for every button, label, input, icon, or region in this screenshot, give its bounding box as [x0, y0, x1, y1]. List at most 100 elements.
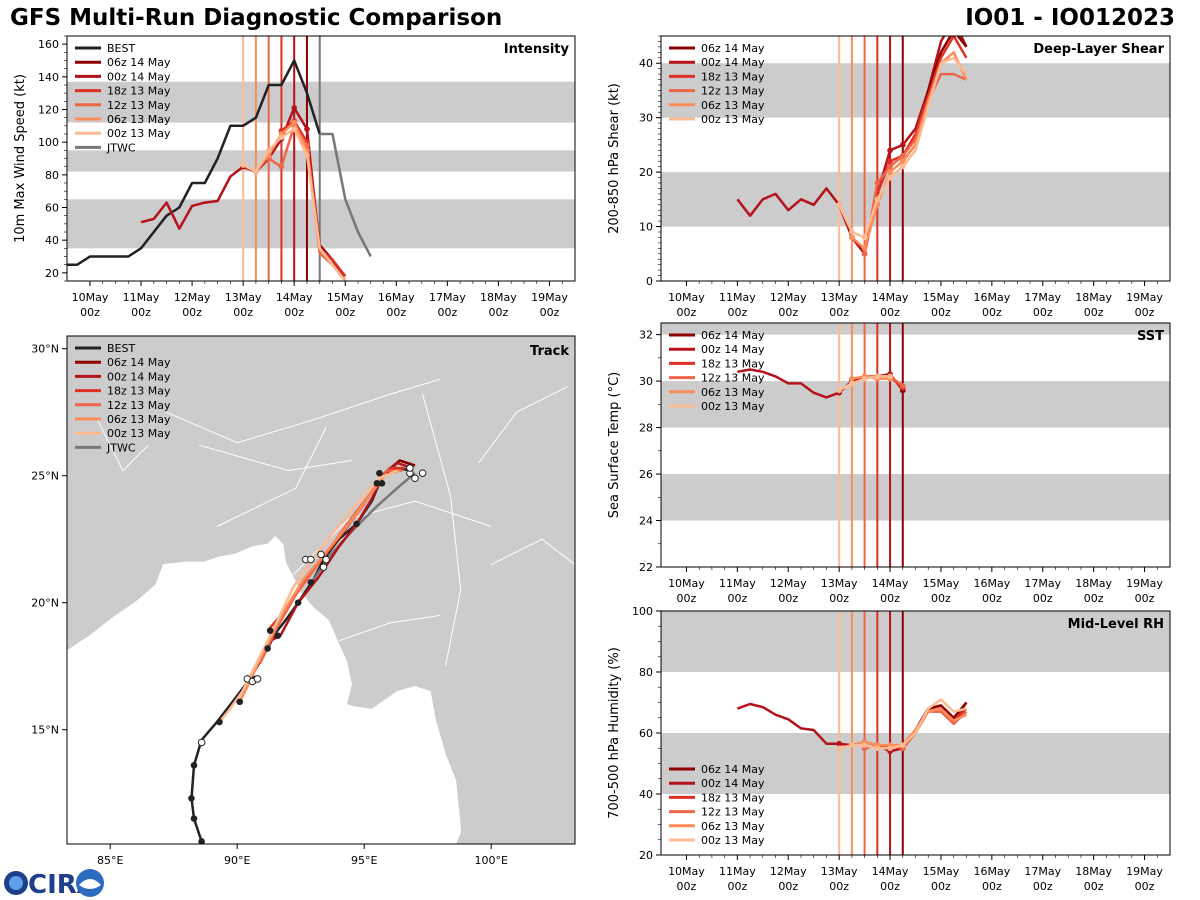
data-point	[874, 745, 881, 752]
legend-label: 18z 13 May	[107, 385, 171, 398]
track-point-open	[411, 474, 419, 483]
panel-title: Deep-Layer Shear	[1033, 42, 1164, 57]
storm-id: IO01 - IO012023	[965, 5, 1175, 31]
track-point-open	[322, 555, 330, 564]
y-tick-label: 20	[45, 267, 59, 280]
x-tick-label: 00z	[1135, 880, 1155, 893]
track-point-open	[418, 469, 427, 477]
legend-label: 00z 13 May	[107, 127, 171, 140]
series-group	[737, 368, 906, 399]
legend-label: 18z 13 May	[701, 791, 765, 804]
x-tick-label: 00z	[778, 592, 798, 605]
track-point-filled	[188, 794, 195, 802]
y-tick-label: 30	[639, 112, 653, 125]
x-tick-label: 00z	[982, 880, 1002, 893]
x-tick-label: 00z	[1033, 306, 1053, 319]
data-point	[899, 158, 906, 165]
x-tick-label: 12May	[770, 865, 807, 878]
x-tick-label: 19May	[531, 291, 568, 304]
data-point	[887, 745, 893, 752]
logo-badge-wave	[79, 879, 101, 889]
x-tick-label: 15May	[923, 577, 960, 590]
series-line	[319, 132, 372, 258]
legend-label: 06z 14 May	[701, 329, 765, 342]
data-point	[899, 152, 906, 159]
y-tick-label: 10	[639, 221, 653, 234]
x-tick-label: 17May	[1024, 865, 1061, 878]
data-point	[253, 168, 259, 175]
track-point-open	[406, 464, 414, 472]
track-point-open	[307, 555, 315, 564]
x-tick-label: 85°E	[97, 854, 123, 867]
x-tick-label: 00z	[131, 306, 151, 319]
x-tick-label: 00z	[931, 880, 951, 893]
data-point	[836, 201, 842, 208]
land-mass	[67, 336, 575, 844]
y-tick-label: 25°N	[31, 470, 59, 483]
x-tick-label: 00z	[880, 592, 900, 605]
y-tick-label: 140	[38, 71, 59, 84]
cira-logo: CIRA	[4, 869, 104, 900]
y-tick-label: 24	[639, 515, 653, 528]
y-tick-label: 80	[639, 666, 653, 679]
x-tick-label: 17May	[1024, 577, 1061, 590]
series-line	[863, 72, 967, 255]
y-tick-label: 20	[639, 166, 653, 179]
legend-label: 06z 14 May	[701, 42, 765, 55]
x-tick-label: 00z	[1135, 306, 1155, 319]
x-tick-label: 00z	[727, 306, 747, 319]
legend-label: JTWC	[106, 141, 136, 154]
x-tick-label: 00z	[931, 592, 951, 605]
track-point-filled	[376, 469, 383, 477]
x-tick-label: 18May	[1075, 291, 1112, 304]
track-point-open	[317, 550, 325, 559]
data-point	[887, 158, 893, 165]
shaded-band	[661, 323, 1170, 335]
y-tick-label: 40	[639, 57, 653, 70]
panel-title: Track	[530, 344, 569, 359]
legend-label: 18z 13 May	[701, 70, 765, 83]
legend-label: 00z 13 May	[701, 834, 765, 847]
shaded-band	[661, 63, 1170, 118]
series-line	[67, 59, 321, 266]
legend-label: 12z 13 May	[701, 372, 765, 385]
y-tick-label: 28	[639, 422, 653, 435]
y-tick-label: 40	[45, 234, 59, 247]
y-tick-label: 120	[38, 104, 59, 117]
track-point-open	[253, 675, 262, 683]
data-point	[304, 126, 310, 132]
legend-label: 00z 13 May	[701, 400, 765, 413]
data-point	[887, 163, 893, 170]
x-tick-label: 11May	[123, 291, 160, 304]
shear-panel: 0 10 20 30 40 10May 00z 11May 00z 12May 00z 13May 00…	[607, 35, 1171, 319]
y-tick-label: 100	[632, 605, 653, 618]
shaded-band	[661, 381, 1170, 428]
data-point	[240, 162, 246, 168]
track-point-filled	[294, 599, 302, 606]
x-tick-label: 19May	[1126, 865, 1163, 878]
data-point	[849, 234, 855, 241]
legend-label: 00z 13 May	[107, 427, 171, 440]
legend-label: 00z 14 May	[701, 56, 765, 69]
data-point	[836, 745, 842, 752]
x-tick-label: 00z	[677, 880, 697, 893]
x-tick-label: 14May	[872, 291, 909, 304]
track-point-filled	[307, 579, 315, 586]
legend-label: BEST	[107, 42, 135, 55]
x-tick-label: 90°E	[224, 854, 250, 867]
x-tick-label: 00z	[829, 880, 849, 893]
x-tick-label: 00z	[677, 592, 697, 605]
border-line	[490, 538, 575, 566]
y-axis-label: 700-500 hPa Humidity (%)	[607, 647, 622, 819]
track-point-open	[319, 563, 328, 571]
data-point	[861, 245, 868, 252]
shaded-band	[661, 733, 1170, 794]
y-tick-label: 32	[639, 329, 653, 342]
series-group	[736, 698, 968, 755]
legend-label: 00z 14 May	[701, 777, 765, 790]
legend-label: 06z 13 May	[107, 413, 171, 426]
data-point	[874, 180, 881, 186]
logo-globe-inner	[9, 876, 23, 890]
y-axis-label: 200-850 hPa Shear (kt)	[607, 83, 622, 234]
x-tick-label: 00z	[489, 306, 509, 319]
